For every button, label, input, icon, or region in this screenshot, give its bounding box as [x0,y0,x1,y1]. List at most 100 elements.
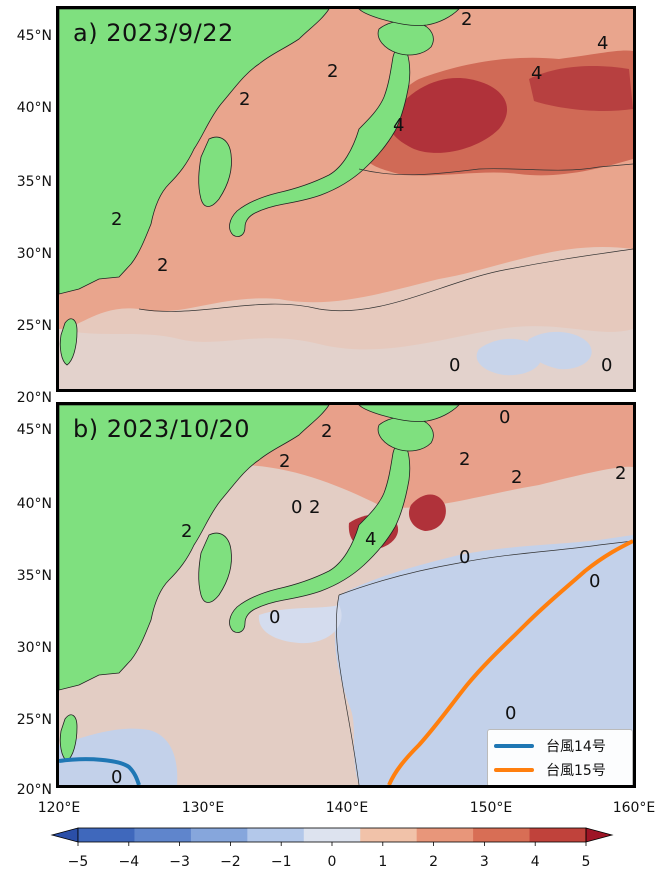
lat-tick-a: 20°N [16,390,52,406]
contour-label: 2 [321,421,332,442]
colorbar-segment [303,828,361,842]
colorbar-segment [529,828,587,842]
colorbar-segment [78,828,135,842]
panel-b-svg: 2 2 2 2 0 2 4 2 0 0 2 0 0 0 0 [59,405,633,785]
cool-anomaly-region [334,535,633,785]
lon-tick: 150°E [469,800,513,816]
contour-label: 2 [511,467,522,488]
colorbar-tick-label: 1 [378,854,388,870]
colorbar-tick-label: −2 [220,854,241,870]
very-hot-anomaly-region-2 [529,66,633,112]
colorbar-tick-label: −5 [67,854,89,870]
lat-tick-b: 45°N [16,422,52,438]
colorbar-tick-label: 3 [479,854,489,870]
panel-a-map: 2 2 2 2 2 4 4 4 0 0 a) 2023/9/22 [56,6,636,392]
cool-patch [527,331,592,370]
contour-label: 0 [589,571,600,592]
very-hot-anomaly-region [388,78,508,153]
lat-tick-b: 30°N [16,640,52,656]
legend-item-typhoon-15: 台風15号 [494,760,606,780]
colorbar-tick-label: −1 [270,854,292,870]
colorbar-segment [360,828,418,842]
panel-b-map: 2 2 2 2 0 2 4 2 0 0 2 0 0 0 0 b) 2023/10… [56,402,636,788]
colorbar-tick-label: 4 [530,854,540,870]
contour-label: 2 [111,209,122,230]
contour-label: 0 [111,767,122,785]
typhoon-15-track [387,539,633,785]
contour-label: 2 [461,9,472,30]
lat-tick-a: 30°N [16,246,52,262]
legend-swatch-blue [494,744,534,748]
very-hot-anomaly-region-2 [408,494,446,531]
colorbar-segment [190,828,248,842]
lat-tick-b: 20°N [16,782,52,798]
colorbar-tick-label: −3 [169,854,190,870]
contour-label: 0 [459,547,470,568]
colorbar-tick-label: −4 [118,854,140,870]
contour-label: 2 [327,61,338,82]
cool-patch [59,728,178,785]
contour-label: 2 [459,449,470,470]
contour-label: 2 [157,255,168,276]
taiwan-island [59,318,78,366]
colorbar-segment [473,828,531,842]
typhoon-14-track [59,757,141,785]
asia-landmass [59,9,330,295]
lat-tick-b: 40°N [16,496,52,512]
korea-peninsula [198,136,232,207]
contour-line [335,594,360,785]
legend-item-typhoon-14: 台風14号 [494,736,606,756]
cool-patch [258,605,342,644]
contour-label: 0 [449,355,460,376]
lat-tick-b: 35°N [16,568,52,584]
lon-tick: 130°E [181,800,225,816]
lat-tick-a: 40°N [16,100,52,116]
contour-line [138,248,633,312]
colorbar-segment [247,828,305,842]
legend-label: 台風15号 [546,763,606,779]
contour-label: 0 [499,407,510,428]
contour-label: 4 [597,33,608,54]
lat-tick-a: 35°N [16,174,52,190]
lat-tick-a: 45°N [16,28,52,44]
sakhalin-coast [358,405,460,422]
asia-landmass [59,405,330,691]
contour-label: 0 [601,355,612,376]
contour-label: 2 [309,497,320,518]
lat-tick-a: 25°N [16,318,52,334]
colorbar [50,827,614,846]
contour-label: 2 [239,89,250,110]
cool-patch [476,338,542,376]
legend-label: 台風14号 [546,739,606,755]
lon-tick: 160°E [612,800,656,816]
colorbar-segment [416,828,474,842]
colorbar-tick-label: 2 [429,854,439,870]
neutral-region [59,326,633,389]
contour-label: 0 [269,607,280,628]
contour-line [338,540,633,596]
korea-peninsula [198,532,232,603]
colorbar-extend-low [50,827,79,843]
contour-line [358,163,633,176]
panel-a-svg: 2 2 2 2 2 4 4 4 0 0 [59,9,633,389]
contour-label: 0 [291,497,302,518]
lat-tick-b: 25°N [16,712,52,728]
contour-label: 4 [365,529,376,550]
legend-swatch-orange [494,768,534,772]
contour-label: 2 [615,463,626,484]
panel-b-title: b) 2023/10/20 [73,415,251,443]
lon-tick: 140°E [325,800,369,816]
colorbar-segment [134,828,192,842]
contour-label: 2 [181,521,192,542]
colorbar-tick-label: 5 [581,854,591,870]
colorbar-extend-high [585,827,614,843]
sakhalin-coast [358,9,460,26]
contour-label: 0 [505,703,516,724]
lon-tick: 120°E [37,800,81,816]
typhoon-legend: 台風14号 台風15号 [487,729,633,785]
colorbar-tick-label: 0 [327,854,337,870]
contour-label: 4 [531,63,542,84]
contour-label: 4 [393,115,404,136]
panel-a-title: a) 2023/9/22 [73,19,234,47]
contour-label: 2 [279,451,290,472]
